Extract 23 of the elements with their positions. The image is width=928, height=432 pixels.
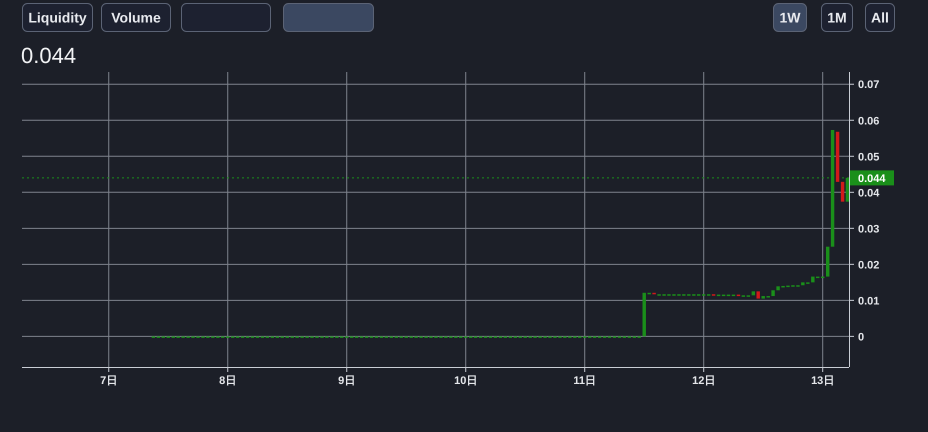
ref-line-label: 0.044 — [858, 172, 886, 185]
x-tick-label: 10日 — [454, 375, 478, 387]
x-tick-label: 9日 — [338, 375, 356, 387]
y-tick-label: 0.04 — [858, 187, 880, 200]
x-tick-label: 12日 — [692, 375, 716, 387]
button: Liquidity — [22, 3, 93, 32]
x-tick-label: 13日 — [811, 375, 834, 387]
y-tick-label: 0 — [858, 331, 864, 344]
x-tick-label: 8日 — [219, 375, 236, 387]
x-tick-label: 7日 — [100, 375, 118, 387]
title: 0.044 — [21, 43, 76, 68]
y-tick-label: 0.07 — [858, 79, 880, 92]
y-tick-label: 0.03 — [858, 223, 880, 236]
button: All — [865, 3, 895, 32]
button: 1M — [821, 3, 853, 32]
y-tick-label: 0.06 — [858, 115, 880, 128]
button: 1W — [773, 3, 807, 32]
y-tick-label: 0.05 — [858, 151, 880, 164]
ref-label: 0.044 — [850, 170, 894, 186]
button: Volume — [101, 3, 171, 32]
y-tick-label: 0.01 — [858, 295, 880, 308]
y-tick-label: 0.02 — [858, 259, 880, 272]
x-tick-label: 11日 — [573, 375, 596, 387]
